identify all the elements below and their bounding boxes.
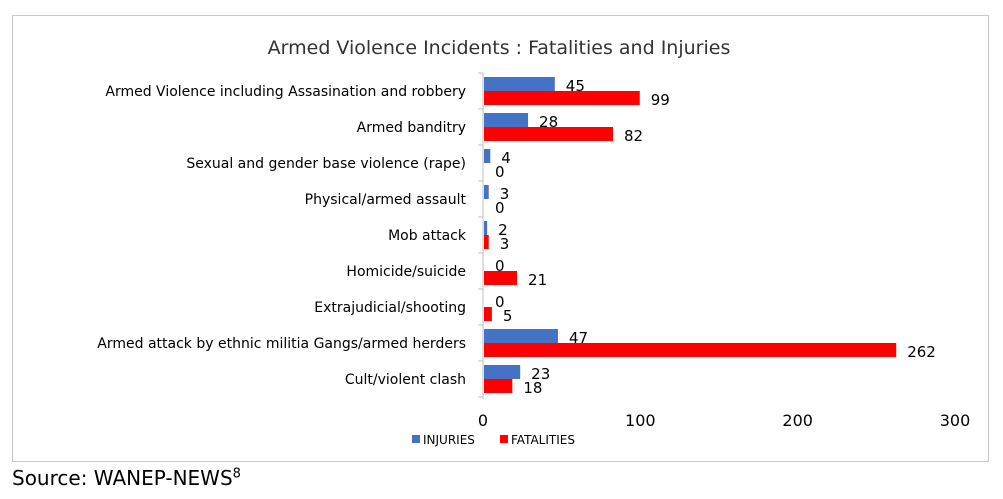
fatalities-data-label: 5 <box>503 307 513 325</box>
injuries-data-label: 3 <box>500 185 510 203</box>
category-label: Armed Violence including Assasination an… <box>105 84 466 100</box>
injuries-bar <box>484 185 489 199</box>
category-label: Homicide/suicide <box>346 264 466 280</box>
fatalities-data-label: 99 <box>651 91 670 109</box>
bar-chart: Armed Violence Incidents : Fatalities an… <box>97 37 971 447</box>
plot-area: Armed Violence including Assasination an… <box>97 72 971 430</box>
injuries-bar <box>484 77 555 91</box>
fatalities-bar <box>484 127 614 141</box>
category-label: Armed attack by ethnic militia Gangs/arm… <box>97 336 466 352</box>
category-label: Physical/armed assault <box>305 192 467 208</box>
injuries-data-label: 0 <box>495 257 505 275</box>
legend-swatch-fatalities <box>500 435 508 443</box>
injuries-data-label: 23 <box>531 365 550 383</box>
category-label: Sexual and gender base violence (rape) <box>186 156 466 172</box>
fatalities-data-label: 0 <box>495 163 505 181</box>
injuries-data-label: 28 <box>539 113 558 131</box>
fatalities-data-label: 0 <box>495 199 505 217</box>
fatalities-bar <box>484 235 489 249</box>
injuries-bar <box>484 221 488 235</box>
injuries-data-label: 47 <box>569 329 588 347</box>
fatalities-bar <box>484 91 640 105</box>
chart-legend: INJURIES FATALITIES <box>412 433 575 447</box>
injuries-bar <box>484 113 529 127</box>
injuries-data-label: 0 <box>495 293 505 311</box>
category-label: Mob attack <box>388 228 467 244</box>
fatalities-data-label: 3 <box>500 235 510 253</box>
category-label: Cult/violent clash <box>345 372 466 388</box>
injuries-data-label: 4 <box>501 149 511 167</box>
source-text: Source: WANEP-NEWS <box>12 466 233 490</box>
fatalities-bar <box>484 307 492 321</box>
fatalities-bar <box>484 379 513 393</box>
fatalities-data-label: 18 <box>523 379 542 397</box>
injuries-data-label: 45 <box>566 77 585 95</box>
x-tick-label: 300 <box>940 411 971 430</box>
fatalities-data-label: 21 <box>528 271 547 289</box>
legend-label-injuries: INJURIES <box>423 433 475 447</box>
injuries-bar <box>484 329 558 343</box>
fatalities-bar <box>484 343 897 357</box>
chart-frame: Armed Violence Incidents : Fatalities an… <box>12 15 989 462</box>
x-tick-label: 200 <box>782 411 813 430</box>
source-footnote: 8 <box>232 466 241 482</box>
fatalities-data-label: 262 <box>907 343 936 361</box>
chart-title: Armed Violence Incidents : Fatalities an… <box>268 37 731 59</box>
source-caption: Source: WANEP-NEWS8 <box>12 466 241 490</box>
category-label: Armed banditry <box>357 120 466 136</box>
injuries-bar <box>484 365 521 379</box>
legend-label-fatalities: FATALITIES <box>511 433 575 447</box>
category-label: Extrajudicial/shooting <box>314 300 466 316</box>
legend-swatch-injuries <box>412 435 420 443</box>
fatalities-bar <box>484 271 518 285</box>
injuries-data-label: 2 <box>498 221 508 239</box>
x-tick-label: 100 <box>625 411 656 430</box>
injuries-bar <box>484 149 491 163</box>
x-tick-label: 0 <box>478 411 488 430</box>
fatalities-data-label: 82 <box>624 127 643 145</box>
